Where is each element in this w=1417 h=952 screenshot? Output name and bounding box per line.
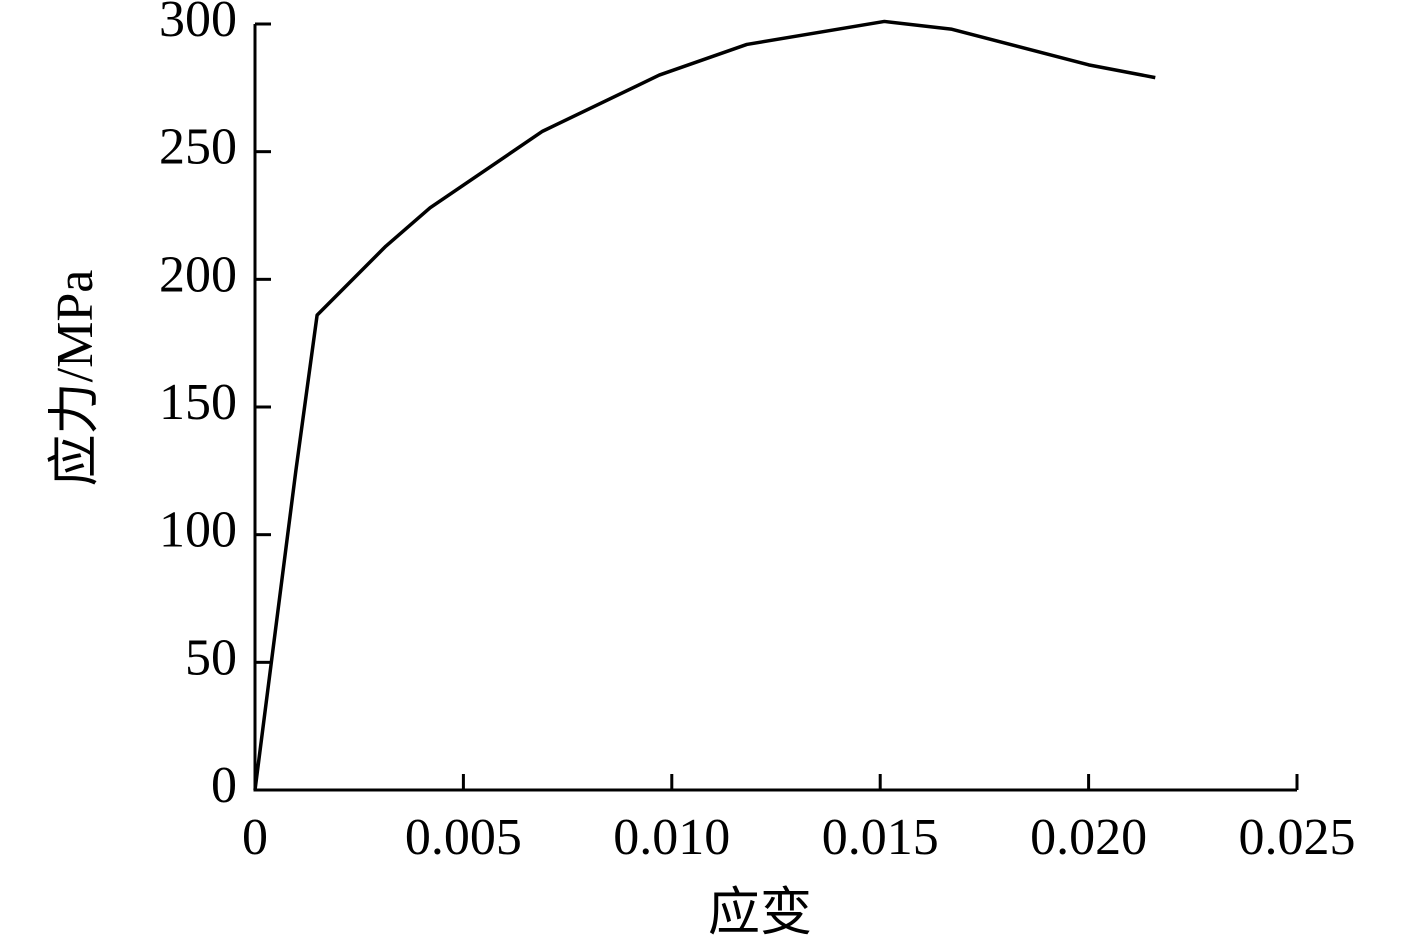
x-tick-label: 0 [242,809,268,866]
axes [253,24,1297,792]
y-axis-label: 应力/MPa [47,270,104,487]
y-tick-label: 150 [159,374,237,431]
data-line [253,19,1156,791]
x-tick-label: 0.025 [1239,809,1356,866]
x-tick-label: 0.020 [1030,809,1147,866]
y-tick-label: 0 [211,757,237,814]
x-tick-label: 0.010 [613,809,730,866]
x-tick-label: 0.015 [822,809,939,866]
y-tick-label: 200 [159,246,237,303]
y-tick-label: 300 [159,0,237,48]
x-tick-label: 0.005 [405,809,522,866]
x-axis-label: 应变 [708,885,812,942]
y-tick-label: 250 [159,119,237,176]
y-tick-label: 100 [159,502,237,559]
y-tick-label: 50 [185,629,237,686]
